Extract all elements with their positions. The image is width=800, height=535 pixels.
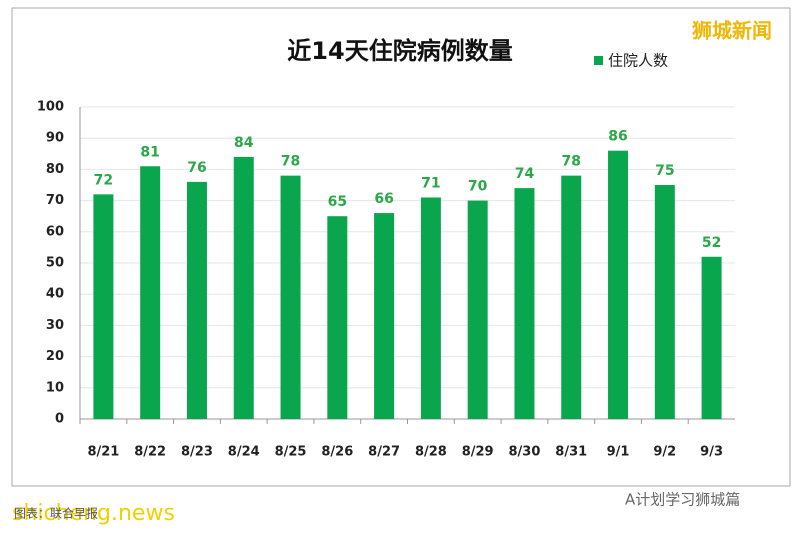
x-tick-label: 8/22 — [134, 445, 166, 460]
y-tick-label: 70 — [46, 193, 64, 208]
bar — [701, 256, 722, 419]
chart-title: 近14天住院病例数量 — [287, 37, 512, 65]
bar — [140, 166, 161, 419]
watermark: shicheng.news — [12, 501, 175, 526]
y-tick-label: 100 — [37, 100, 64, 115]
x-tick-label: 8/27 — [368, 445, 400, 460]
bar — [374, 213, 395, 419]
y-tick-label: 40 — [46, 287, 64, 302]
value-label: 72 — [94, 172, 113, 188]
x-tick-label: 9/3 — [700, 445, 723, 460]
value-label: 81 — [140, 144, 159, 160]
y-tick-label: 0 — [55, 412, 64, 427]
y-tick-label: 80 — [46, 162, 64, 177]
y-tick-label: 10 — [46, 380, 64, 395]
bar — [467, 200, 488, 419]
y-tick-label: 90 — [46, 131, 64, 146]
x-tick-label: 8/28 — [415, 445, 447, 460]
bar — [280, 175, 301, 419]
x-tick-label: 9/2 — [653, 445, 676, 460]
x-tick-label: 8/25 — [275, 445, 307, 460]
value-label: 65 — [328, 194, 347, 210]
bar — [186, 181, 207, 419]
legend-label: 住院人数 — [608, 52, 668, 70]
watermark: A计划学习狮城篇 — [625, 491, 740, 509]
value-label: 52 — [702, 235, 721, 251]
value-label: 76 — [187, 160, 206, 176]
value-label: 75 — [655, 163, 674, 179]
value-label: 71 — [421, 175, 440, 191]
value-label: 78 — [562, 154, 581, 170]
y-tick-label: 60 — [46, 224, 64, 239]
y-tick-label: 50 — [46, 256, 64, 271]
bar — [233, 156, 254, 420]
value-label: 66 — [374, 191, 393, 207]
x-tick-label: 8/29 — [462, 445, 494, 460]
x-tick-label: 8/23 — [181, 445, 213, 460]
value-label: 74 — [515, 166, 535, 182]
value-label: 84 — [234, 135, 254, 151]
source: 图表：联合早报 — [14, 506, 98, 521]
x-tick-label: 8/31 — [555, 445, 587, 460]
x-tick-label: 8/21 — [87, 445, 119, 460]
x-tick-label: 9/1 — [607, 445, 630, 460]
bar — [327, 216, 348, 419]
y-tick-label: 20 — [46, 349, 64, 364]
watermark: 狮城新闻 — [692, 19, 772, 43]
value-label: 70 — [468, 179, 488, 195]
bar — [608, 150, 629, 419]
bar — [654, 185, 675, 419]
x-tick-label: 8/26 — [321, 445, 353, 460]
bar — [561, 175, 582, 419]
bar — [420, 197, 441, 419]
x-tick-label: 8/30 — [509, 445, 541, 460]
value-label: 86 — [608, 129, 627, 145]
bar — [514, 188, 535, 419]
x-tick-label: 8/24 — [228, 445, 260, 460]
y-tick-label: 30 — [46, 318, 64, 333]
value-label: 78 — [281, 154, 300, 170]
legend-swatch — [594, 56, 603, 65]
bar — [93, 194, 114, 419]
